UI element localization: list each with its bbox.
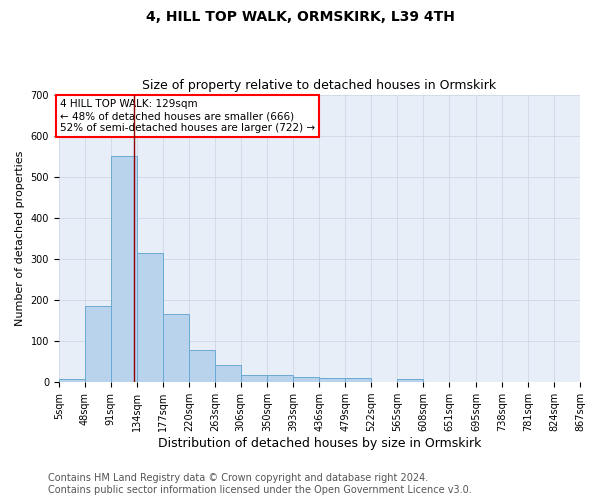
Bar	[111, 156, 137, 382]
Text: 4, HILL TOP WALK, ORMSKIRK, L39 4TH: 4, HILL TOP WALK, ORMSKIRK, L39 4TH	[146, 10, 454, 24]
Y-axis label: Number of detached properties: Number of detached properties	[15, 150, 25, 326]
Title: Size of property relative to detached houses in Ormskirk: Size of property relative to detached ho…	[142, 79, 496, 92]
X-axis label: Distribution of detached houses by size in Ormskirk: Distribution of detached houses by size …	[158, 437, 481, 450]
Bar	[215, 364, 241, 382]
Bar	[85, 306, 111, 382]
Text: Contains HM Land Registry data © Crown copyright and database right 2024.
Contai: Contains HM Land Registry data © Crown c…	[48, 474, 472, 495]
Bar	[319, 378, 346, 382]
Bar	[163, 314, 189, 382]
Bar	[189, 350, 215, 382]
Text: 4 HILL TOP WALK: 129sqm
← 48% of detached houses are smaller (666)
52% of semi-d: 4 HILL TOP WALK: 129sqm ← 48% of detache…	[60, 100, 315, 132]
Bar	[241, 375, 268, 382]
Bar	[137, 253, 163, 382]
Bar	[397, 380, 424, 382]
Bar	[59, 379, 85, 382]
Bar	[293, 377, 319, 382]
Bar	[268, 375, 293, 382]
Bar	[346, 378, 371, 382]
